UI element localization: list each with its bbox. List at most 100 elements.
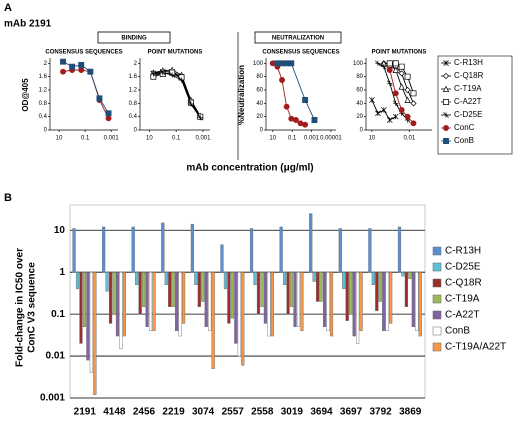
marker [404,113,411,120]
bar [131,226,135,273]
bar [356,271,360,344]
series-line [277,62,315,121]
bar [326,271,330,332]
bar [135,271,139,286]
marker [404,73,411,80]
bar [190,223,194,273]
marker [410,100,417,107]
bar [152,271,156,332]
x-tick-label: 2219 [162,407,185,418]
marker [392,100,399,107]
marker [369,97,375,103]
bar [415,271,419,332]
marker [169,72,175,78]
bar [408,271,412,279]
series-line [153,71,201,117]
x-tick-label: 2191 [74,407,97,418]
marker [178,77,185,83]
bar [267,271,271,337]
bar [122,271,127,337]
legend-label: C-Q18R [454,71,484,80]
y-tick-label: 20 [256,114,263,120]
x-tick-label: 4148 [103,407,126,418]
legend-swatch [432,326,442,336]
y-tick-label: 0.4 [39,114,48,120]
panel-label: B [4,192,12,204]
marker [311,117,318,123]
marker [105,115,112,122]
y-tick-label: 10 [54,225,66,236]
marker [443,99,449,105]
y-tick-label: 0 [260,128,264,134]
y-axis-title: OD@405 [21,78,30,112]
bar [204,271,208,327]
legend-label: C-A22T [445,310,479,321]
marker [410,90,417,97]
bar [234,271,238,344]
marker [386,60,393,67]
x-tick-label: 3697 [340,407,363,418]
chart-title: POINT MUTATIONS [148,50,203,56]
bar [164,271,168,286]
marker [105,110,112,117]
marker [386,117,393,123]
bar [249,228,254,273]
y-tick-label: 1.6 [39,74,48,80]
marker [442,85,450,92]
marker [398,83,405,90]
bar [359,271,363,332]
marker [78,67,85,73]
legend-swatch [432,262,442,272]
legend-label: C-R13H [445,246,481,257]
bar [86,271,90,361]
x-tick-label: 3019 [281,407,304,418]
y-axis-title: %Neutralization [237,65,246,125]
marker [302,97,309,103]
marker [288,60,295,67]
x-tick-label: 2558 [251,407,274,418]
bar [223,271,228,290]
bar [418,271,422,337]
x-tick-label: 0.01 [403,136,415,142]
marker [443,112,449,118]
marker [87,68,94,75]
bar [352,271,356,337]
y-tick-label: 2 [44,61,48,67]
x-tick-label: 3869 [399,407,422,418]
marker [380,63,387,70]
section-header: BINDING [121,36,147,42]
x-tick-label: 0.001 [304,136,320,142]
panel-label: A [4,2,12,14]
marker [302,121,309,128]
bar [316,271,320,302]
bar [112,271,116,315]
legend-swatch [432,246,442,256]
header-box [97,31,171,44]
marker [392,66,399,73]
bar [197,271,201,307]
x-tick-label: 10 [269,136,276,142]
chart-title: POINT MUTATIONS [372,50,427,56]
marker [386,80,393,87]
bar [309,213,313,273]
bar [220,244,224,273]
bar [227,271,231,324]
bar [105,271,109,292]
x-tick-label: 10 [146,136,153,142]
marker [197,114,204,121]
y-tick-label: 1.2 [39,88,48,94]
bar [378,271,382,302]
y-tick-label: 0.001 [40,393,65,404]
bar [260,271,264,307]
bar [389,271,393,324]
legend-label: C-D25E [454,110,482,119]
y-tick-label: 40 [256,101,263,107]
legend-swatch [432,278,442,288]
x-tick-label: 3074 [192,407,215,418]
bar [293,271,297,327]
antibody-name: mAb 2191 [4,19,52,30]
bar [296,271,301,327]
bar [142,271,146,307]
y-tick-label: 80 [356,74,363,80]
